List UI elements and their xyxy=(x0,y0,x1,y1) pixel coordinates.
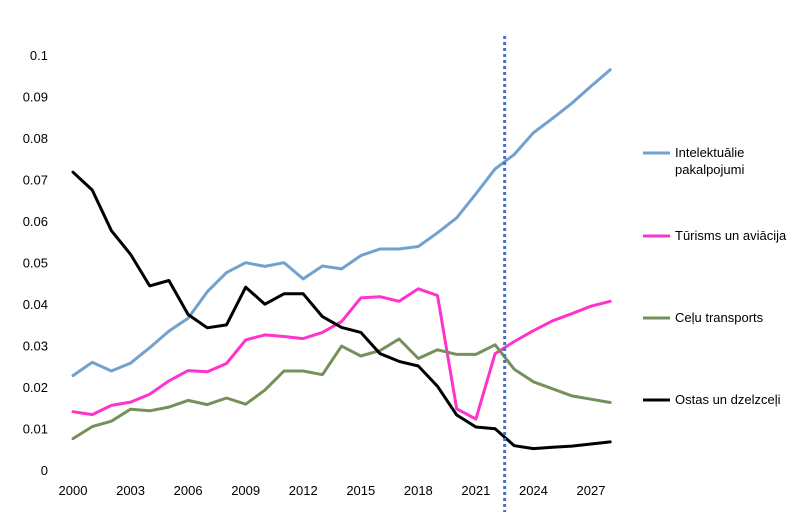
y-tick-label: 0.1 xyxy=(30,48,48,63)
series-lines xyxy=(71,68,612,451)
legend-item: Ceļu transports xyxy=(643,310,764,325)
y-tick-label: 0 xyxy=(41,463,48,478)
legend-item: Tūrisms un aviācija xyxy=(643,228,787,243)
y-tick-label: 0.05 xyxy=(23,256,48,271)
x-tick-label: 2024 xyxy=(519,483,548,498)
legend-label: Tūrisms un aviācija xyxy=(675,228,787,243)
x-tick-label: 2006 xyxy=(174,483,203,498)
legend-label: Ceļu transports xyxy=(675,310,764,325)
legend-item: Ostas un dzelzceļi xyxy=(643,392,781,407)
x-tick-label: 2009 xyxy=(231,483,260,498)
y-tick-label: 0.08 xyxy=(23,131,48,146)
y-tick-label: 0.09 xyxy=(23,90,48,105)
x-tick-label: 2000 xyxy=(59,483,88,498)
x-tick-label: 2015 xyxy=(346,483,375,498)
legend-label: Intelektuālie xyxy=(675,145,744,160)
y-tick-label: 0.03 xyxy=(23,339,48,354)
legend-item: Intelektuālie pakalpojumi xyxy=(643,145,744,177)
x-tick-label: 2021 xyxy=(461,483,490,498)
x-tick-label: 2003 xyxy=(116,483,145,498)
y-tick-label: 0.06 xyxy=(23,214,48,229)
series-line-intelektualie-pakalpojumi xyxy=(71,68,612,378)
y-tick-label: 0.02 xyxy=(23,380,48,395)
x-axis-tick-labels: 2000 2003 2006 2009 2012 2015 2018 2021 2024 2027 xyxy=(59,483,606,498)
y-tick-label: 0.01 xyxy=(23,422,48,437)
y-tick-label: 0.04 xyxy=(23,297,48,312)
y-axis-tick-labels: 0 0.01 0.02 0.03 0.04 0.05 0.06 0.07 0.08 0.09 0.1 xyxy=(23,48,48,478)
x-tick-label: 2012 xyxy=(289,483,318,498)
legend-label: pakalpojumi xyxy=(675,162,744,177)
legend-label: Ostas un dzelzceļi xyxy=(675,392,781,407)
series-line-ostas-un-dzelzceli xyxy=(71,170,612,451)
y-tick-label: 0.07 xyxy=(23,173,48,188)
x-tick-label: 2018 xyxy=(404,483,433,498)
series-line-celu-transports xyxy=(71,337,612,441)
x-tick-label: 2027 xyxy=(577,483,606,498)
series-line-turisms-un-aviacija xyxy=(71,287,612,421)
legend: Intelektuālie pakalpojumi Tūrisms un aviāc… xyxy=(643,145,787,407)
